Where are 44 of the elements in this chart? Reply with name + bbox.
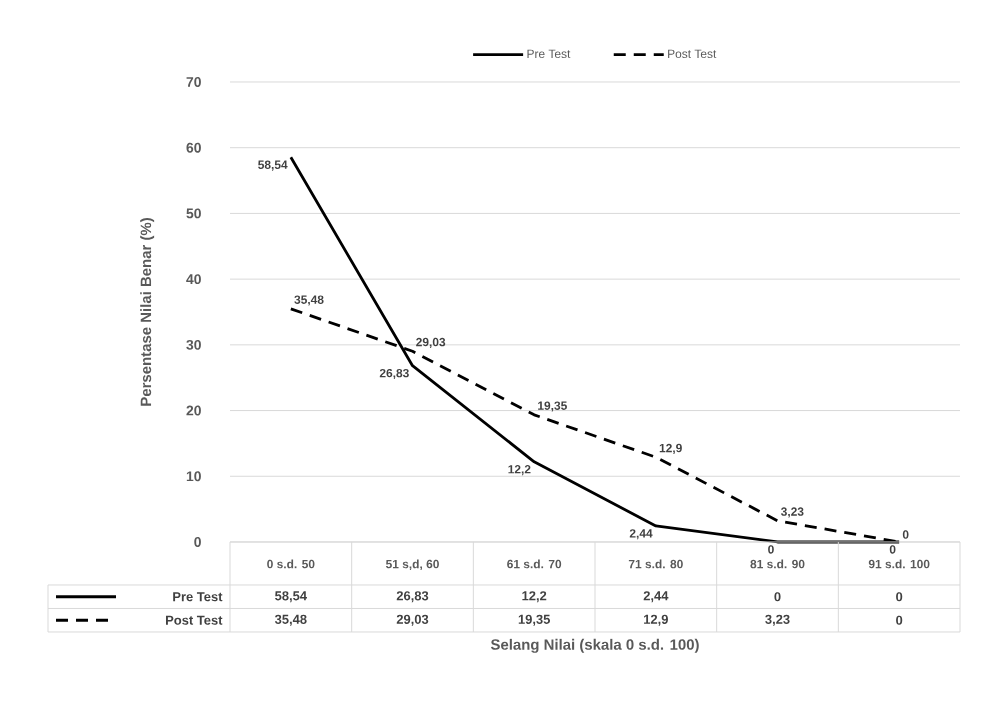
x-tick-label: 71 s.d. 80 [628, 559, 683, 569]
text: 0 [768, 545, 774, 554]
y-tick-label: 10 [186, 471, 201, 482]
data-label: 12,2 [522, 591, 547, 603]
data-label: 29,03 [396, 614, 429, 626]
y-axis-title: Persentase Nilai Benar (%) [140, 218, 155, 406]
x-tick-label: 61 s.d. 70 [507, 559, 562, 569]
data-label: 35,48 [274, 614, 307, 626]
data-label: 12,9 [644, 614, 668, 626]
text: 0 [902, 530, 909, 539]
data-label: 19,35 [518, 614, 551, 626]
text: 26,83 [379, 368, 409, 380]
text: 2,44 [629, 529, 653, 540]
y-tick-label: 30 [186, 339, 201, 350]
text: 19,35 [538, 401, 567, 412]
x-tick-label: 91 s.d. 100 [868, 559, 930, 569]
text: 3,23 [780, 507, 804, 518]
data-label: 3,23 [765, 614, 790, 626]
x-axis-title: Selang Nilai (skala 0 s.d. 100) [490, 638, 699, 653]
text: 58,54 [258, 160, 288, 171]
text: 35,48 [294, 295, 324, 306]
legend-label: Post Test [668, 49, 717, 59]
text: 0 [889, 545, 896, 554]
text: Pre Test [173, 592, 223, 602]
data-label: 0 [896, 592, 903, 602]
x-tick-label: 0 s.d. 50 [267, 559, 315, 569]
text: 12,2 [508, 465, 531, 476]
x-tick-label: 81 s.d. 90 [750, 559, 805, 569]
y-tick-label: 50 [186, 208, 201, 219]
data-label: 26,83 [396, 591, 429, 603]
data-label: 2,44 [643, 591, 669, 603]
text: 12,9 [659, 443, 682, 455]
y-tick-label: 60 [186, 142, 201, 153]
text: 29,03 [416, 337, 446, 349]
y-tick-label: 0 [194, 537, 201, 547]
y-tick-label: 70 [186, 77, 201, 87]
y-tick-label: 20 [186, 405, 201, 416]
data-label: 0 [896, 615, 903, 625]
data-label: 0 [774, 592, 781, 602]
legend-label: Pre Test [527, 49, 571, 59]
text: Post Test [166, 615, 223, 625]
x-tick-label: 51 s,d, 60 [385, 559, 439, 571]
y-tick-label: 40 [186, 274, 201, 285]
data-label: 58,54 [275, 591, 307, 603]
